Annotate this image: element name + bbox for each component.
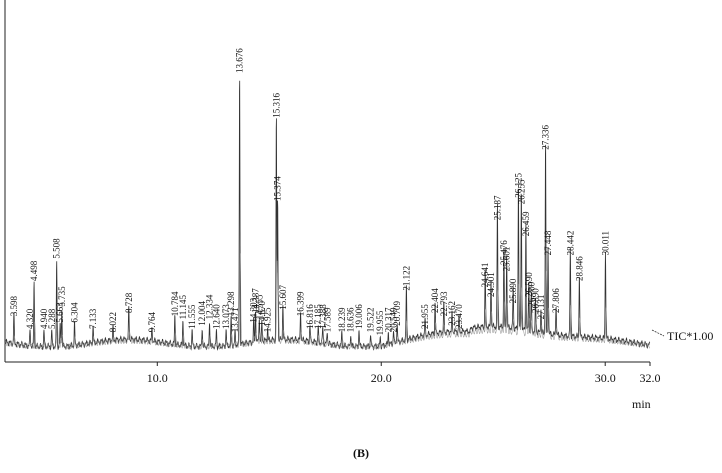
peak-label: 8.728 xyxy=(124,292,134,313)
peak-label: 7.133 xyxy=(88,308,98,329)
peak-label: 14.387 xyxy=(251,288,261,313)
peak-label: 4.320 xyxy=(25,308,35,329)
peak-label: 25.601 xyxy=(502,247,512,272)
peak-label: 17.185 xyxy=(313,304,323,329)
peak-label: 28.442 xyxy=(565,231,575,256)
plot-frame xyxy=(4,0,650,363)
x-tick-label: 10.0 xyxy=(147,371,168,385)
peak-label: 5.663 xyxy=(55,302,65,323)
peak-label: 17.589 xyxy=(322,307,332,332)
peak-label: 26.890 xyxy=(531,288,541,313)
peak-label: 13.073 xyxy=(221,304,231,329)
peak-label: 26.125 xyxy=(513,173,523,198)
peak-label: 23.470 xyxy=(454,304,464,329)
peak-label: 13.298 xyxy=(226,291,236,316)
peak-label: 3.598 xyxy=(9,295,19,316)
x-axis-label: min xyxy=(632,397,651,411)
peak-label: 15.316 xyxy=(271,93,281,118)
peak-label: 13.471 xyxy=(230,307,240,332)
peak-label: 6.304 xyxy=(70,302,80,323)
peak-label: 16.399 xyxy=(296,291,306,316)
peak-label: 21.122 xyxy=(401,266,411,291)
peak-label: 14.303 xyxy=(249,297,259,322)
peak-label: 11.555 xyxy=(187,304,197,329)
peak-label: 28.846 xyxy=(574,256,584,281)
peak-label: 23.162 xyxy=(447,301,457,326)
peak-label: 18.636 xyxy=(346,307,356,332)
peak-label: 21.955 xyxy=(420,304,430,329)
peak-label: 26.255 xyxy=(516,179,526,204)
peak-label: 14.670 xyxy=(257,301,267,326)
x-tick-label: 32.0 xyxy=(640,371,661,385)
x-axis-ticks: 10.0 20.0 30.0 32.0 xyxy=(147,362,661,385)
peak-label: 20.549 xyxy=(389,307,399,332)
peak-label: 19.006 xyxy=(354,304,364,329)
figure-caption: (B) xyxy=(353,446,369,460)
peak-label: 20.709 xyxy=(392,301,402,326)
peak-label: 22.404 xyxy=(430,288,440,313)
peak-label: 4.498 xyxy=(29,260,39,281)
peak-label: 13.676 xyxy=(235,48,245,73)
peak-label: 25.890 xyxy=(508,278,518,303)
peak-label: 16.816 xyxy=(305,304,315,329)
x-tick-label: 30.0 xyxy=(595,371,616,385)
peak-label: 20.317 xyxy=(383,307,393,332)
peak-label: 14.925 xyxy=(263,307,273,332)
peak-label: 14.555 xyxy=(254,294,264,319)
peak-label: 12.334 xyxy=(205,294,215,319)
peak-label: 19.522 xyxy=(366,307,376,332)
peak-label: 5.508 xyxy=(52,238,62,259)
x-tick-label: 20.0 xyxy=(371,371,392,385)
peak-label: 27.131 xyxy=(536,295,546,320)
peak-label: 10.784 xyxy=(170,291,180,316)
peak-label: 8.022 xyxy=(108,312,118,332)
tic-trace-noise xyxy=(4,253,650,350)
peak-label: 4.940 xyxy=(39,308,49,329)
peak-label: 11.145 xyxy=(178,294,188,319)
peak-label: 12.640 xyxy=(211,304,221,329)
peak-label: 25.187 xyxy=(492,195,502,220)
peak-label: 12.004 xyxy=(197,301,207,326)
peak-label: 15.607 xyxy=(278,285,288,310)
peak-label: 30.011 xyxy=(601,231,611,255)
peak-label: 18.239 xyxy=(337,307,347,332)
trace-label: TIC*1.00 xyxy=(667,329,713,343)
peak-label: 26.459 xyxy=(521,211,531,236)
peak-label: 27.806 xyxy=(551,288,561,313)
peak-label: 27.448 xyxy=(543,230,553,255)
peak-label: 9.764 xyxy=(147,311,157,332)
chromatogram-chart: 10.0 20.0 30.0 32.0 3.598 4.320 4.498 4.9405.2… xyxy=(4,0,713,411)
peak-label: 19.955 xyxy=(375,310,385,335)
peak-label: 17.388 xyxy=(318,304,328,329)
peak-label: 15.374 xyxy=(273,176,283,201)
peak-label: 5.735 xyxy=(57,286,67,307)
peak-label: 5.288 xyxy=(47,308,57,329)
trace-label-leader xyxy=(651,329,665,337)
peak-label: 22.793 xyxy=(439,291,449,316)
peak-label: 24.901 xyxy=(486,272,496,297)
peak-label: 24.641 xyxy=(480,263,490,288)
peak-label: 25.476 xyxy=(499,240,509,265)
peak-label: 26.590 xyxy=(524,272,534,297)
peak-label: 26.700 xyxy=(526,281,536,306)
peak-label: 27.336 xyxy=(541,125,551,150)
